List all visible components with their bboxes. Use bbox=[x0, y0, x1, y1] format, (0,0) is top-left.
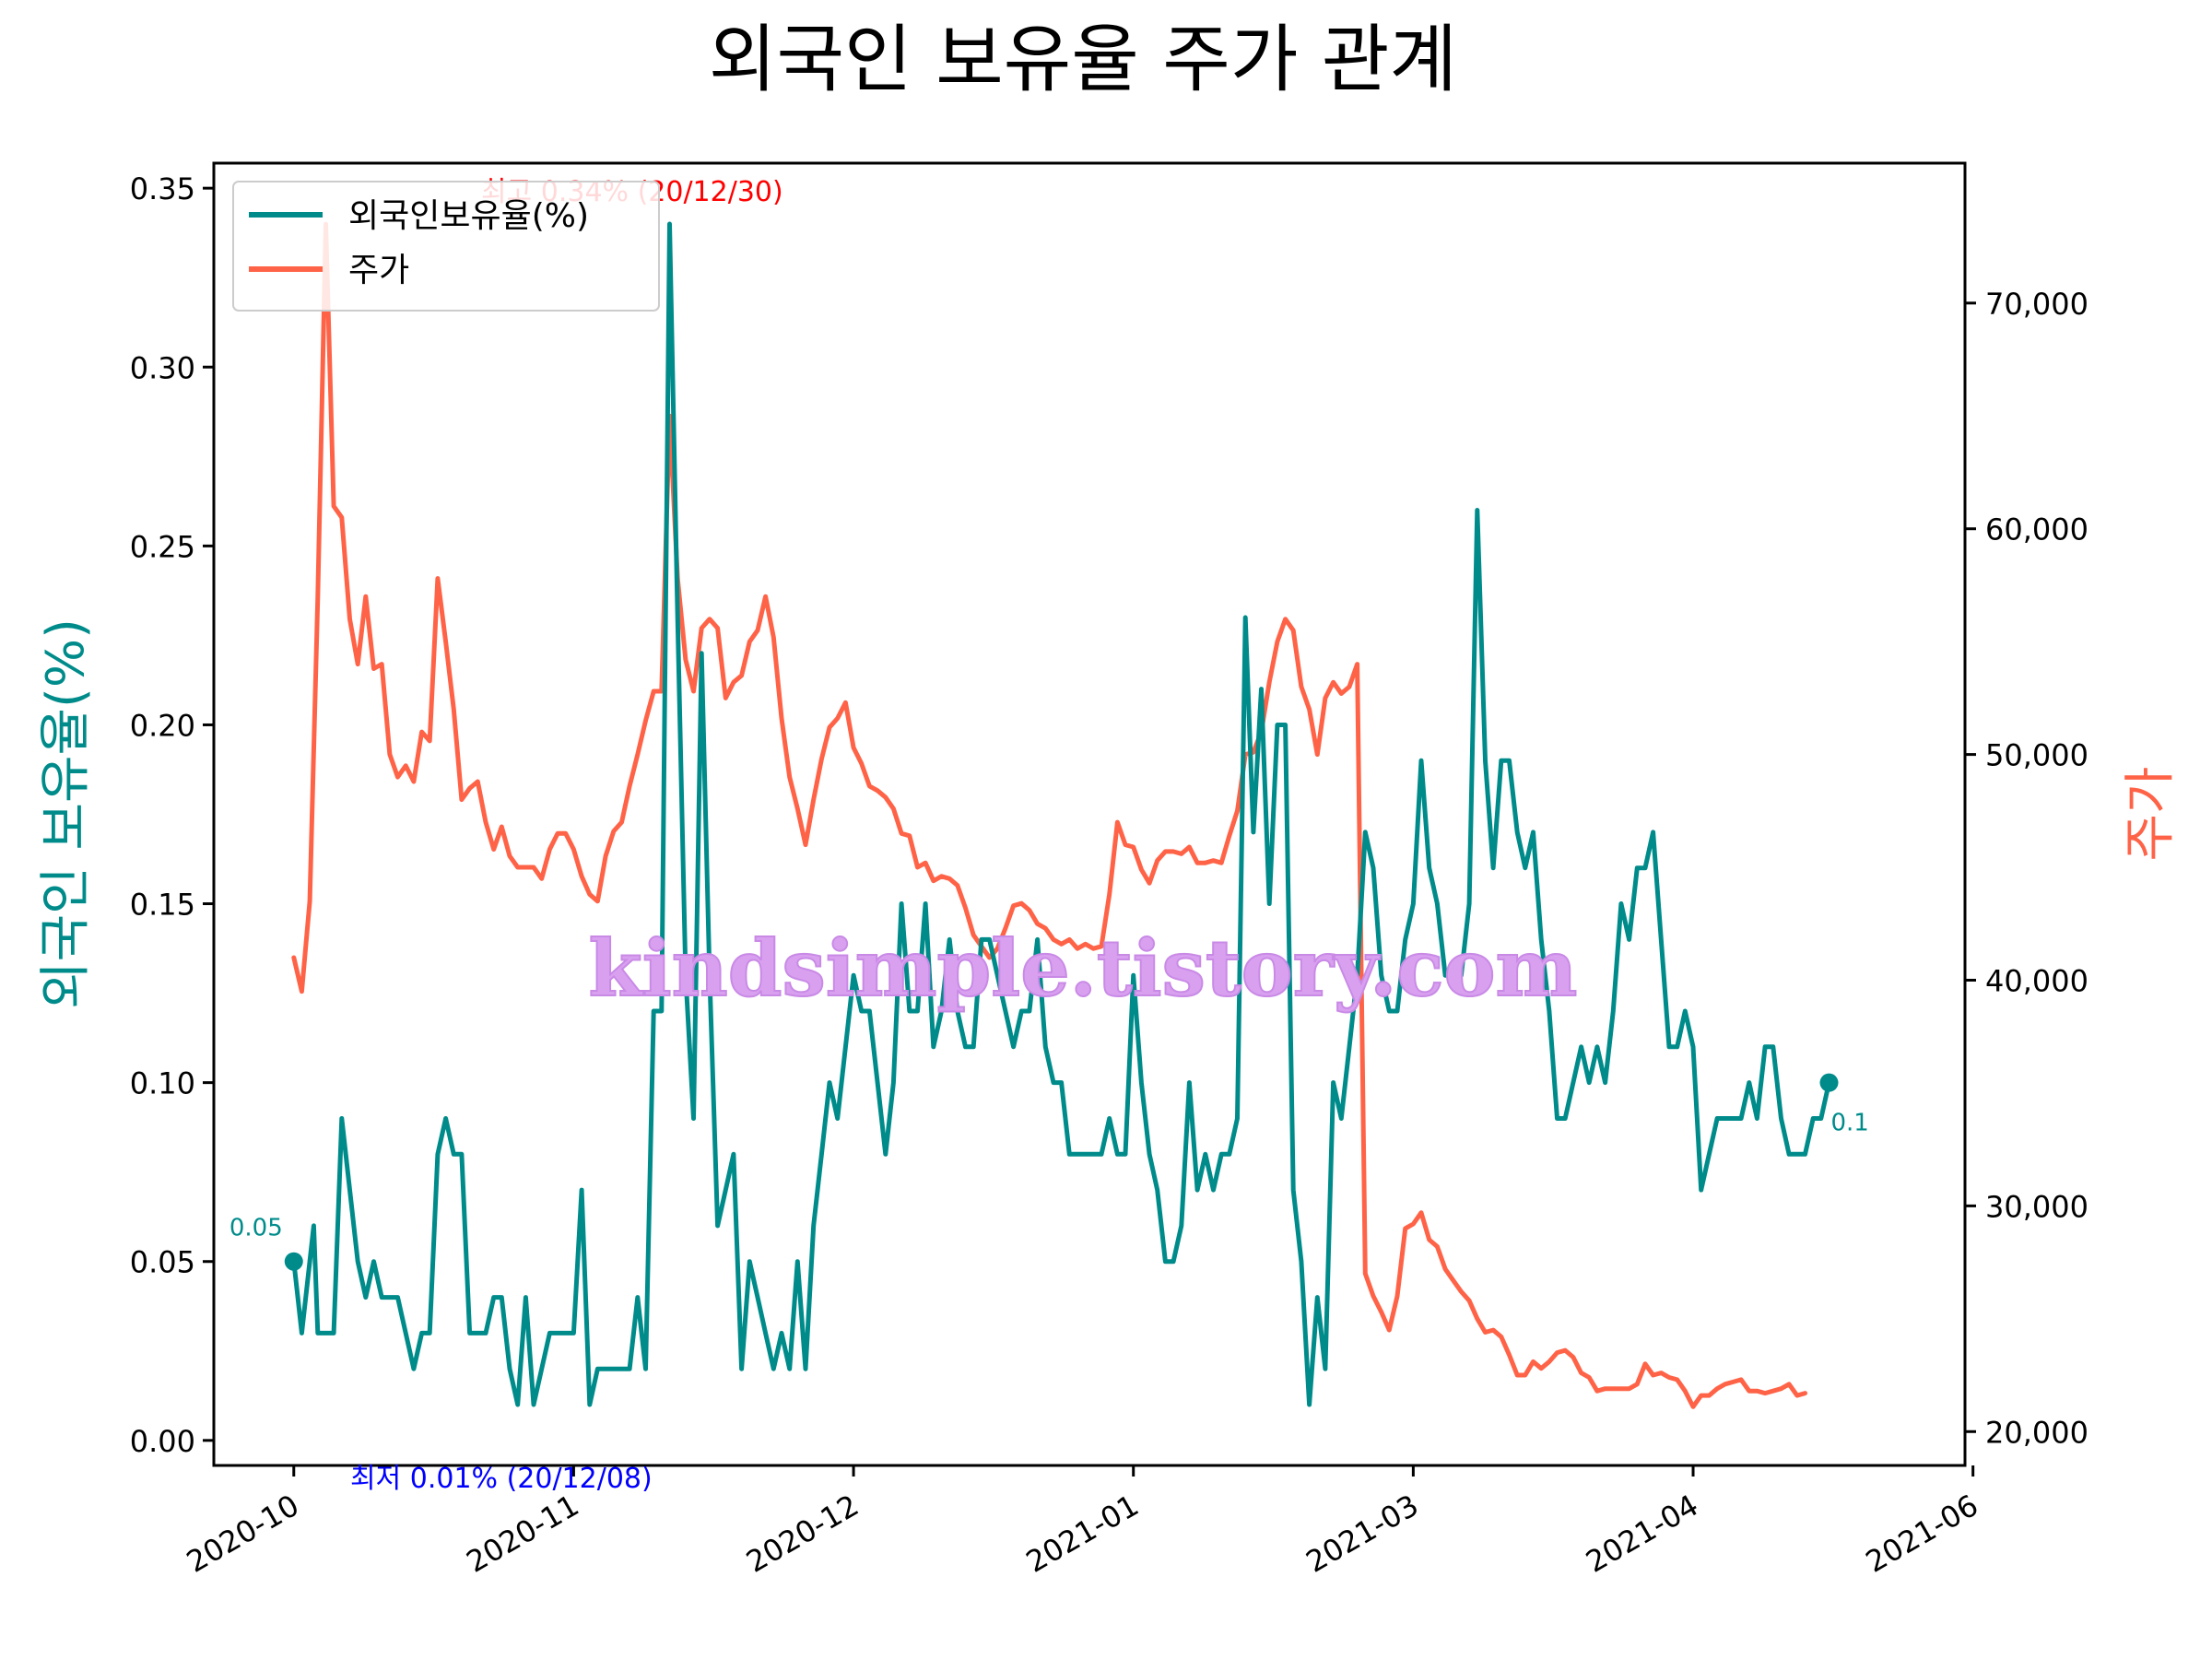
x-tick-label: 2020-12 bbox=[740, 1488, 865, 1580]
price-line bbox=[291, 221, 1807, 1409]
annotations: 0.050.1최고 0.34% (20/12/30)최저 0.01% (20/1… bbox=[229, 176, 1869, 1495]
chart-title: 외국인 보유율 주가 관계 bbox=[709, 17, 1457, 102]
ownership-series-group bbox=[284, 221, 1839, 1407]
left-axis-label: 외국인 보유율(%) bbox=[36, 618, 96, 1009]
left-tick-label: 0.00 bbox=[130, 1424, 195, 1459]
start-value-label: 0.05 bbox=[229, 1215, 283, 1242]
end-value-label: 0.1 bbox=[1831, 1110, 1869, 1137]
left-tick-label: 0.05 bbox=[130, 1245, 195, 1280]
right-tick-label: 40,000 bbox=[1985, 963, 2088, 998]
legend-box bbox=[232, 181, 660, 312]
right-tick-label: 50,000 bbox=[1985, 738, 2088, 773]
min-annotation: 최저 0.01% (20/12/08) bbox=[350, 1463, 653, 1495]
legend-label-ownership: 외국인보유율(%) bbox=[348, 197, 589, 235]
right-tick-label: 20,000 bbox=[1985, 1415, 2088, 1450]
ownership-line bbox=[291, 221, 1831, 1407]
legend-label-price: 주가 bbox=[348, 252, 409, 289]
legend: 외국인보유율(%) 주가 bbox=[232, 181, 660, 312]
right-tick-label: 30,000 bbox=[1985, 1189, 2088, 1224]
left-tick-label: 0.20 bbox=[130, 708, 195, 743]
ownership-start-point bbox=[284, 1252, 303, 1271]
left-tick-label: 0.10 bbox=[130, 1066, 195, 1101]
ownership-end-point bbox=[1819, 1073, 1839, 1092]
x-tick-label: 2020-10 bbox=[181, 1488, 305, 1580]
x-tick-label: 2020-11 bbox=[461, 1488, 585, 1580]
left-tick-label: 0.15 bbox=[130, 888, 195, 923]
watermark: kindsimple.tistory.com bbox=[589, 923, 1578, 1014]
right-axis-label: 주가 bbox=[2121, 766, 2181, 861]
right-tick-label: 70,000 bbox=[1985, 287, 2088, 322]
plot-frame bbox=[212, 161, 1967, 1467]
x-tick-label: 2021-04 bbox=[1580, 1488, 1704, 1580]
price-series-group bbox=[291, 221, 1807, 1409]
left-tick-label: 0.25 bbox=[130, 529, 195, 564]
right-y-axis: 20,000 30,000 40,000 50,000 60,000 70,000 bbox=[1965, 287, 2088, 1450]
right-tick-label: 60,000 bbox=[1985, 512, 2088, 547]
left-y-axis: 0.00 0.05 0.10 0.15 0.20 0.25 0.30 0.35 bbox=[130, 171, 214, 1459]
x-tick-label: 2021-03 bbox=[1300, 1488, 1425, 1580]
left-tick-label: 0.35 bbox=[130, 171, 195, 206]
x-tick-label: 2021-06 bbox=[1860, 1488, 1984, 1580]
x-tick-label: 2021-01 bbox=[1020, 1488, 1145, 1580]
left-tick-label: 0.30 bbox=[130, 350, 195, 385]
